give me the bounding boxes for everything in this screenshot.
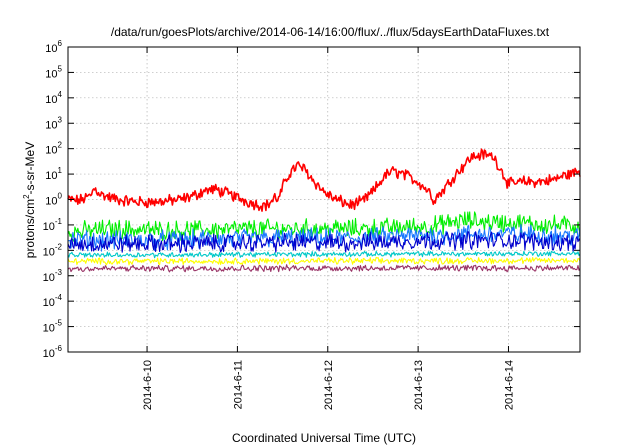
x-tick-label: 2014-6-13: [413, 360, 425, 410]
series-line-1: [67, 148, 581, 212]
y-tick-label: 105: [45, 64, 62, 80]
y-tick-exponent: 3: [58, 115, 63, 124]
y-tick-base: 10: [43, 246, 55, 258]
y-tick-exponent: 2: [58, 141, 63, 150]
y-tick-label: 100: [45, 192, 62, 208]
x-tick-label: 2014-6-10: [142, 360, 154, 410]
y-tick-base: 10: [45, 68, 57, 80]
y-tick-label: 102: [45, 141, 62, 157]
y-tick-label: 10-5: [43, 319, 63, 335]
y-tick-exponent: -4: [55, 293, 63, 302]
y-tick-base: 10: [45, 145, 57, 157]
y-tick-base: 10: [45, 94, 57, 106]
y-tick-exponent: -5: [55, 319, 63, 328]
y-tick-base: 10: [43, 323, 55, 335]
y-axis-label: protons/cm2-s-sr-MeV: [22, 142, 37, 258]
y-tick-base: 10: [43, 348, 55, 360]
x-tick-labels: 2014-6-10 2014-6-11 2014-6-12 2014-6-13 2014…: [142, 360, 515, 410]
y-tick-exponent: 4: [58, 90, 63, 99]
y-tick-exponent: -1: [55, 217, 63, 226]
y-tick-exponent: -2: [55, 242, 63, 251]
series-line-6: [67, 256, 581, 266]
series-line-2: [67, 211, 581, 242]
y-tick-base: 10: [45, 170, 57, 182]
series-line-5: [67, 250, 581, 259]
y-tick-exponent: 1: [58, 166, 63, 175]
x-axis-label: Coordinated Universal Time (UTC): [232, 431, 416, 445]
y-tick-labels: 10-610-510-410-310-210-11001011021031041…: [43, 39, 63, 360]
x-tick-label: 2014-6-12: [323, 360, 335, 410]
y-tick-base: 10: [43, 221, 55, 233]
y-tick-exponent: 6: [58, 39, 63, 48]
grid-lines: [68, 47, 580, 352]
series-line-4: [67, 231, 581, 254]
x-tick-label: 2014-6-14: [503, 360, 515, 410]
tick-marks: [68, 46, 580, 353]
y-tick-exponent: 0: [58, 192, 63, 201]
y-axis-label-rest: -s-sr-MeV: [23, 142, 37, 195]
y-tick-base: 10: [45, 119, 57, 131]
y-tick-exponent: -6: [55, 344, 63, 353]
chart-title: /data/run/goesPlots/archive/2014-06-14/1…: [111, 25, 550, 39]
y-tick-label: 10-1: [43, 217, 63, 233]
y-tick-label: 10-4: [43, 293, 63, 309]
y-axis-label-base: protons/cm: [23, 199, 37, 258]
y-tick-label: 101: [45, 166, 62, 182]
x-tick-label: 2014-6-11: [232, 360, 244, 409]
y-tick-base: 10: [45, 43, 57, 55]
y-tick-base: 10: [43, 297, 55, 309]
series-line-3: [67, 224, 581, 252]
y-tick-label: 10-6: [43, 344, 63, 360]
y-axis-label-sup: 2: [22, 194, 31, 199]
y-tick-label: 103: [45, 115, 62, 131]
y-tick-label: 104: [45, 90, 62, 106]
y-tick-label: 10-2: [43, 242, 63, 258]
y-tick-label: 106: [45, 39, 62, 55]
series-line-7: [67, 264, 581, 273]
y-tick-exponent: 5: [58, 64, 63, 73]
series-layer: [67, 148, 581, 273]
y-tick-exponent: -3: [55, 268, 63, 277]
y-tick-base: 10: [43, 272, 55, 284]
y-tick-base: 10: [45, 196, 57, 208]
y-tick-label: 10-3: [43, 268, 63, 284]
